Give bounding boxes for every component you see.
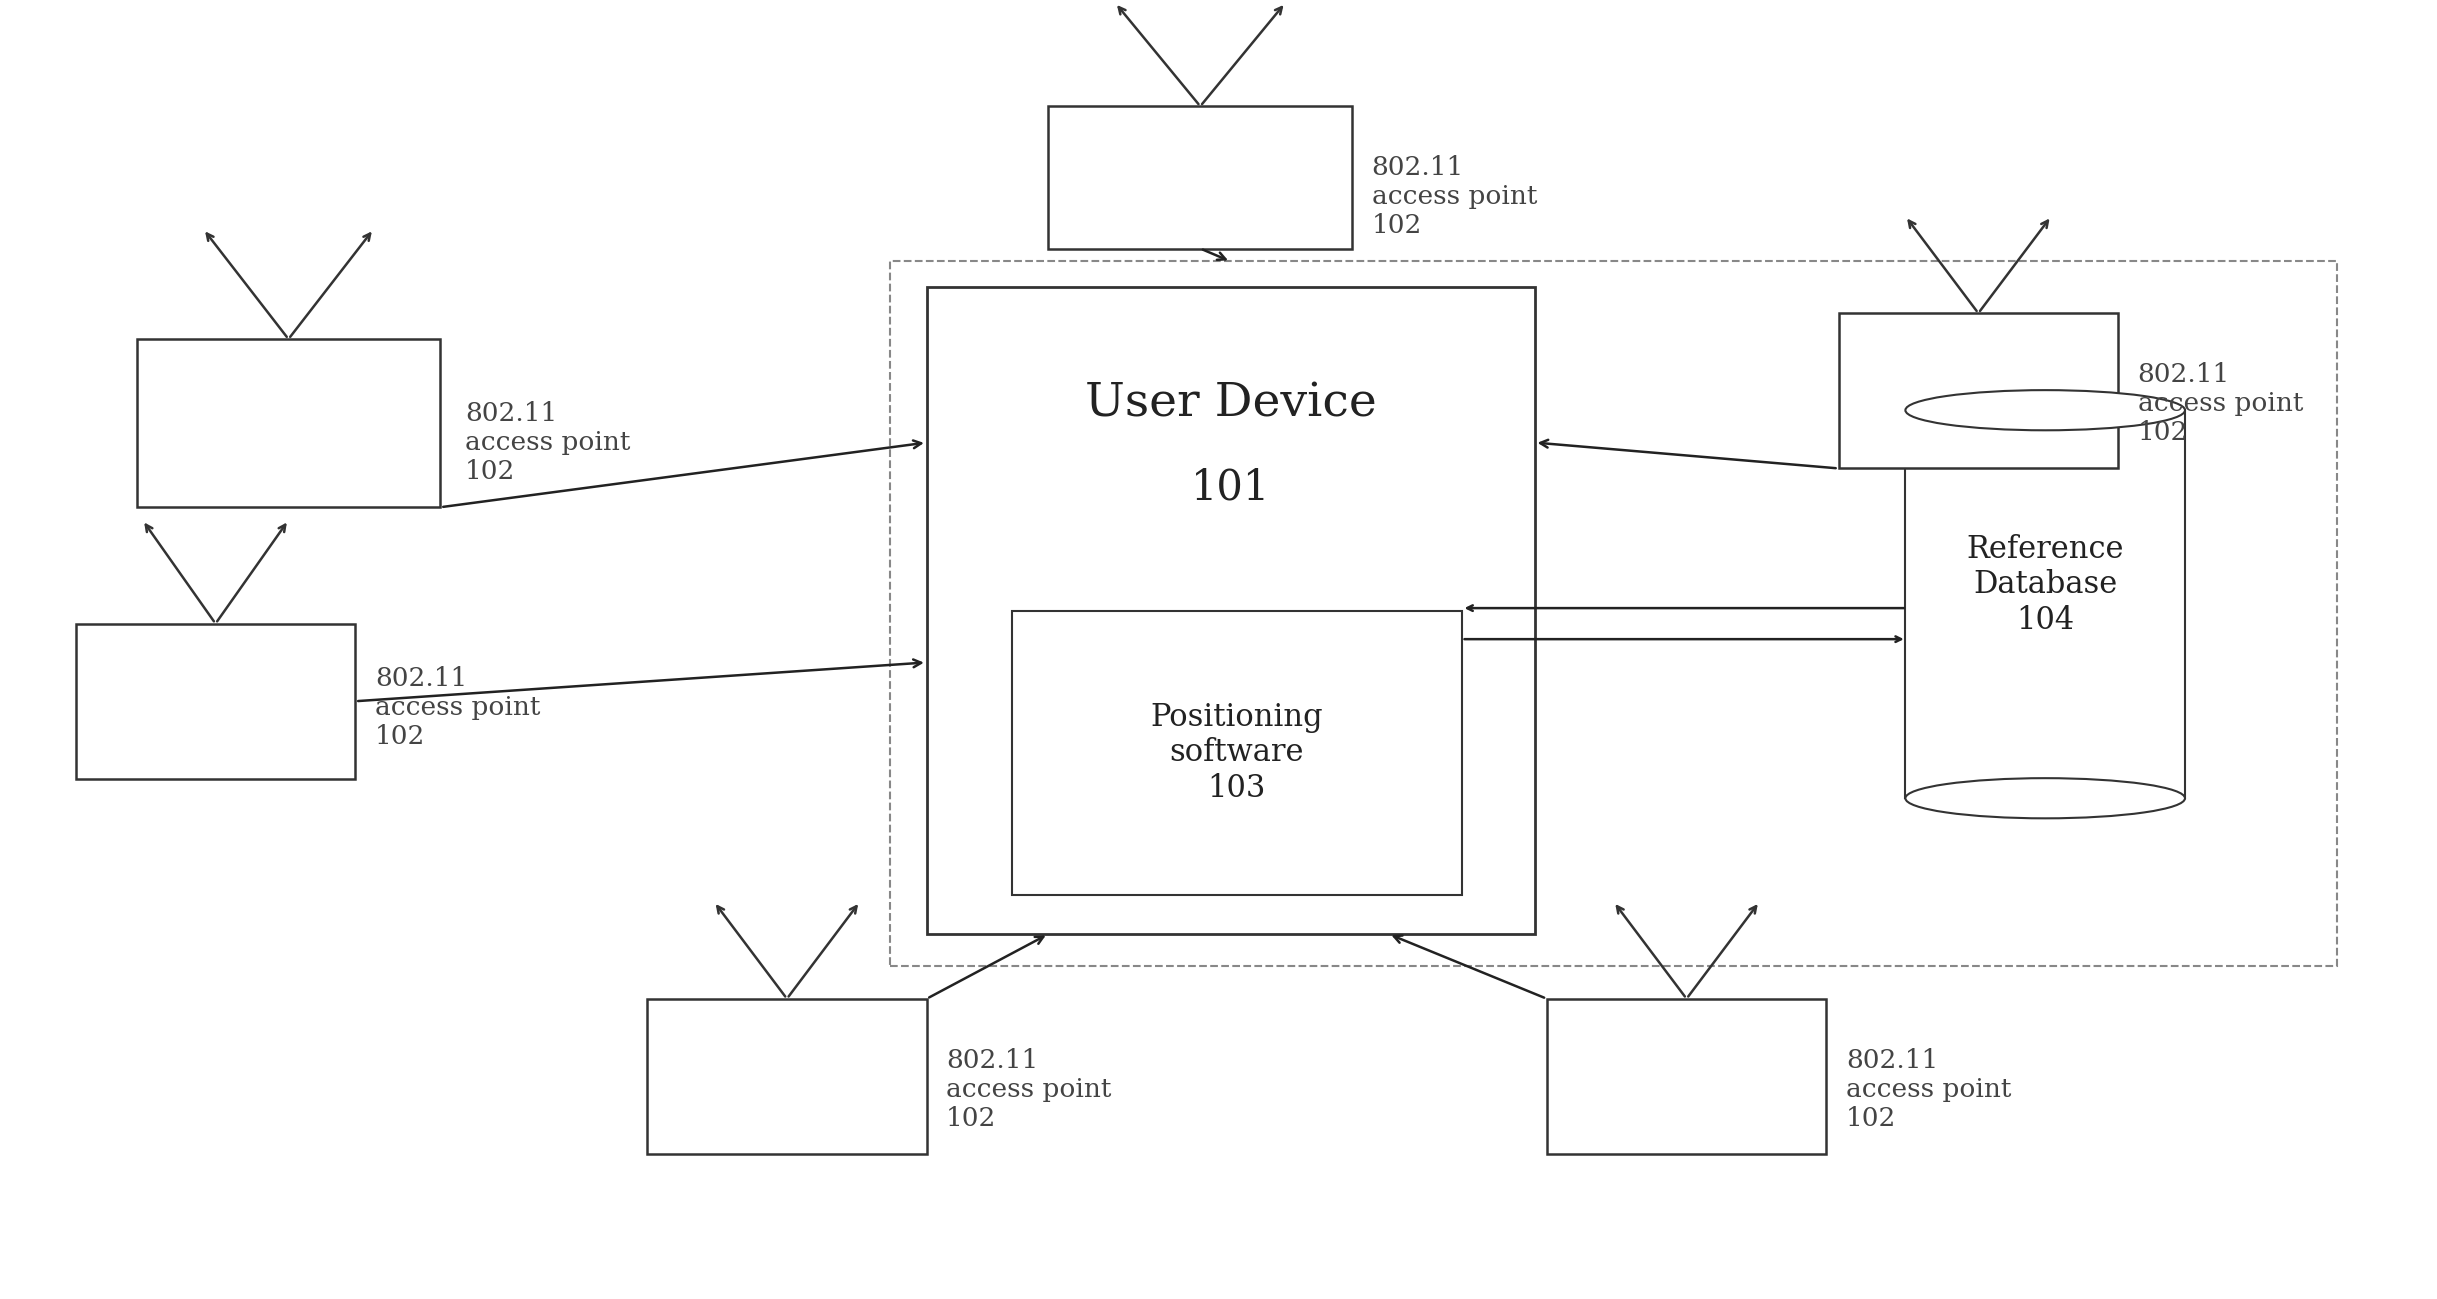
Bar: [648, 999, 926, 1154]
Bar: [1547, 999, 1825, 1154]
Bar: [1837, 313, 2118, 469]
Text: User Device: User Device: [1084, 381, 1377, 426]
Bar: [1906, 410, 2186, 799]
Text: 802.11
access point
102: 802.11 access point 102: [1845, 1048, 2011, 1130]
Bar: [76, 624, 356, 779]
Ellipse shape: [1906, 390, 2186, 430]
Text: 101: 101: [1192, 466, 1270, 509]
Text: 802.11
access point
102: 802.11 access point 102: [465, 401, 631, 485]
Ellipse shape: [1906, 778, 2186, 818]
Bar: [136, 339, 441, 507]
Ellipse shape: [1911, 783, 2181, 813]
Text: Reference
Database
104: Reference Database 104: [1967, 534, 2125, 637]
Text: 802.11
access point
102: 802.11 access point 102: [375, 666, 541, 750]
Bar: [890, 261, 2337, 966]
Bar: [1048, 107, 1353, 248]
Bar: [926, 287, 1535, 934]
Text: 802.11
access point
102: 802.11 access point 102: [2137, 362, 2303, 446]
Text: Positioning
software
103: Positioning software 103: [1150, 701, 1323, 804]
Text: 802.11
access point
102: 802.11 access point 102: [1372, 156, 1538, 238]
Text: 802.11
access point
102: 802.11 access point 102: [946, 1048, 1111, 1130]
Bar: [1011, 611, 1462, 895]
